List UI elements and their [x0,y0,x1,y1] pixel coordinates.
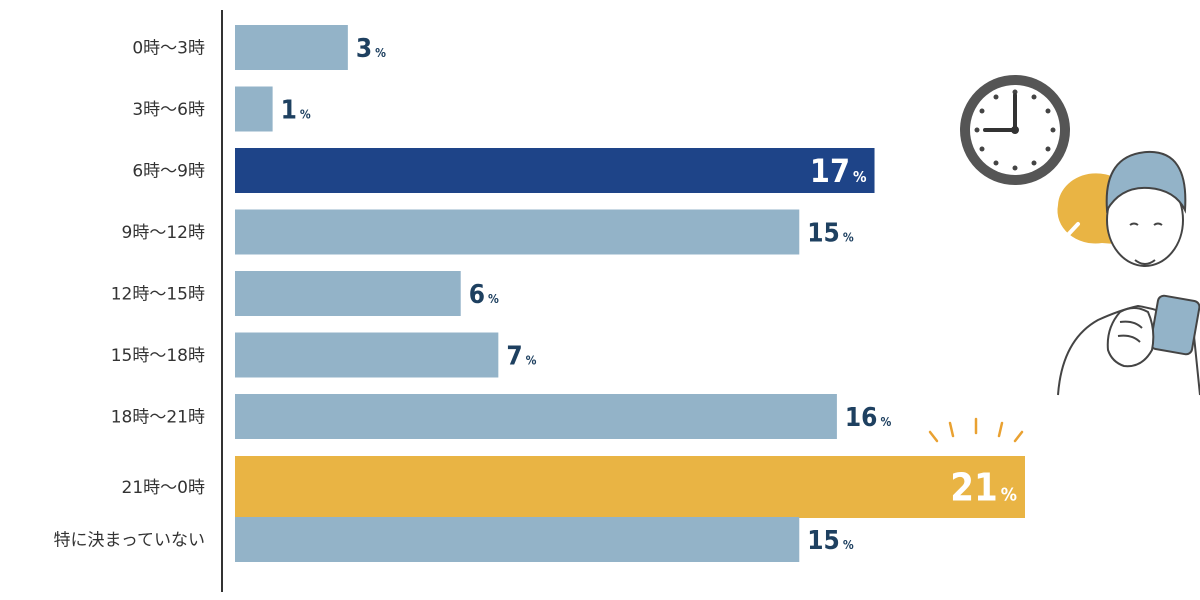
value-number-3: 15 [807,218,840,248]
bar-1 [235,86,273,132]
value-unit-4: % [488,292,499,306]
value-number-7: 21 [950,466,998,510]
value-number-5: 7 [506,341,522,371]
value-unit-0: % [375,46,386,60]
value-unit-2: % [853,168,867,186]
bar-7 [235,456,1025,518]
person-with-phone-icon [1057,150,1200,396]
value-label-2: 17% [810,152,867,190]
value-unit-1: % [300,107,311,121]
bar-8 [235,517,800,562]
clock-icon [960,75,1070,185]
category-label-0: 0時～3時 [132,39,205,59]
value-number-8: 15 [807,526,840,556]
bar-2 [235,148,875,193]
value-labels-group: 3 %1 %17 %15 %6 %7 %16 %21 %15% [281,34,1017,556]
value-unit-5: % [526,353,537,367]
illustration [960,75,1200,396]
bar-0 [235,25,348,70]
value-label-8: 15% [807,526,854,556]
value-label-5: 7% [506,341,536,371]
bar-5 [235,332,499,378]
value-unit-3: % [843,230,854,244]
bar-4 [235,271,461,316]
value-unit-8: % [843,538,854,552]
highlight-burst-icon [928,417,1024,443]
bars-group [235,25,1025,562]
value-number-0: 3 [356,34,372,64]
value-label-6: 16% [845,403,892,433]
value-label-0: 3% [356,34,386,64]
category-label-6: 18時～21時 [111,408,205,428]
value-label-7: 21% [950,466,1017,510]
category-labels-group: 0時～3時 3時～6時 6時～9時 9時～12時 12時～15時 15時～18時 18時～2… [54,39,205,551]
value-number-6: 16 [845,403,878,433]
bar-3 [235,209,800,255]
value-label-1: 1% [281,95,311,125]
category-label-7: 21時～0時 [122,478,205,498]
value-unit-7: % [1001,485,1017,506]
value-number-2: 17 [810,152,850,190]
category-label-3: 9時～12時 [122,223,205,243]
category-label-8: 特に決まっていない [54,531,205,551]
value-unit-6: % [880,415,891,429]
category-label-4: 12時～15時 [111,285,205,305]
value-number-4: 6 [469,280,485,310]
value-label-3: 15% [807,218,854,248]
category-label-1: 3時～6時 [132,100,205,120]
category-label-5: 15時～18時 [111,346,205,366]
value-label-4: 6% [469,280,499,310]
value-number-1: 1 [281,95,297,125]
bar-6 [235,394,837,439]
category-label-2: 6時～9時 [132,162,205,182]
